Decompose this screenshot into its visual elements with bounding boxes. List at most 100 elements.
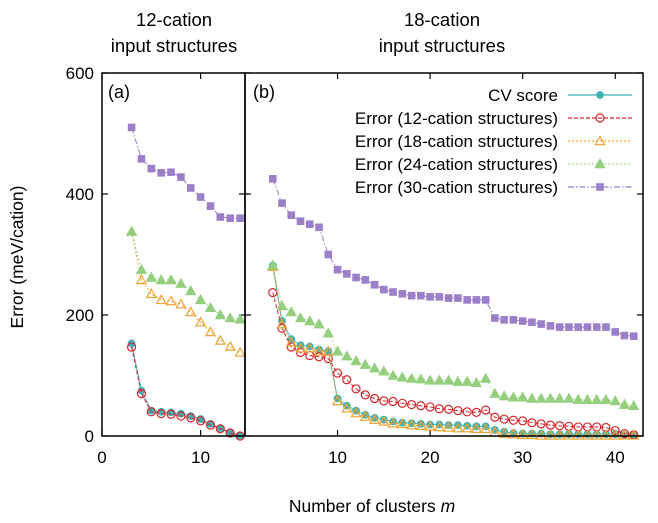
panel-a-point — [234, 346, 246, 357]
panel-b-point — [452, 422, 464, 433]
panel-b-point — [526, 428, 538, 440]
panel-b-point — [629, 332, 638, 340]
panel-b-xtick-label: 30 — [513, 448, 532, 467]
panel-b-point — [444, 294, 453, 302]
panel-b-point — [618, 398, 631, 409]
panel-b-point — [360, 390, 370, 400]
panel-a-series-line — [131, 231, 241, 320]
panel-b-point — [470, 422, 483, 434]
panel-a-point — [215, 424, 225, 434]
panel-a-point — [216, 213, 225, 221]
panel-b-point — [528, 318, 536, 327]
panel-b-label: (b) — [253, 82, 275, 102]
legend-label: Error (18-cation structures) — [355, 132, 558, 151]
panel-a-label: (a) — [108, 82, 130, 102]
panel-b-point — [602, 323, 610, 331]
panel-a-xtick-label: 10 — [191, 448, 210, 467]
panel-b-point — [434, 404, 444, 414]
panel-b-point — [546, 322, 555, 330]
panel-b-point — [527, 418, 537, 428]
panel-b-point — [544, 392, 557, 403]
panel-a-point — [196, 416, 206, 426]
panel-b-point — [424, 420, 436, 431]
panel-b-point — [463, 296, 471, 304]
panel-b-point — [444, 404, 454, 414]
panel-b: 10 20 30 40 (b) CV score Error (12-cation st… — [244, 72, 644, 467]
panel-b-point — [536, 419, 546, 429]
panel-b-point — [350, 407, 362, 418]
panel-a-xtick-label: 0 — [97, 448, 106, 467]
panel-b-point — [453, 405, 463, 416]
panel-b-xtick-label: 20 — [421, 448, 440, 467]
panel-b-point — [565, 323, 573, 331]
panel-b-series-e24 — [267, 259, 640, 411]
panel-a-point — [145, 271, 157, 282]
panel-b-point — [322, 345, 334, 356]
panel-b-point — [378, 415, 390, 426]
panel-a-point — [234, 313, 246, 324]
panel-b-point — [554, 429, 566, 440]
legend: CV score Error (12-cation structures) Erro… — [355, 86, 632, 197]
legend-label: Error (12-cation structures) — [355, 109, 558, 128]
panel-b-point — [359, 358, 371, 369]
panel-a-series-e24 — [125, 225, 246, 324]
panel-b-point — [369, 393, 380, 404]
panel-b-point — [396, 371, 408, 382]
panel-b-series-e30 — [268, 175, 638, 340]
panel-b-point — [342, 375, 352, 385]
panel-b-point — [618, 429, 631, 440]
panel-b-point — [500, 316, 508, 324]
panel-b-point — [417, 291, 425, 300]
panel-b-header-line1: 18-cation — [404, 9, 480, 30]
panel-b-point — [433, 421, 445, 432]
panel-b-point — [572, 393, 584, 404]
panel-b-point — [481, 405, 491, 415]
panel-a-point — [126, 342, 137, 352]
panel-b-point — [313, 318, 325, 329]
panel-a-point — [155, 294, 167, 305]
panel-a-header-line1: 12-cation — [136, 9, 212, 30]
panel-a-point — [147, 164, 156, 173]
panel-b-series-e12 — [268, 288, 639, 440]
panel-b-point — [507, 391, 520, 402]
panel-a-point — [224, 340, 236, 351]
panel-b-point — [396, 418, 408, 429]
panel-b-point — [537, 320, 545, 328]
panel-b-point — [294, 312, 307, 323]
legend-marker — [595, 113, 605, 123]
panel-b-point — [620, 331, 629, 340]
panel-b-point — [498, 390, 510, 401]
panel-b-point — [518, 416, 528, 426]
panel-b-point — [517, 428, 529, 440]
panel-b-point — [276, 318, 288, 329]
panel-b-point — [324, 250, 333, 259]
panel-b-xtick-label: 40 — [606, 448, 625, 467]
panel-b-point — [405, 372, 418, 383]
panel-b-point — [507, 428, 520, 439]
panel-a-point — [175, 277, 187, 288]
panel-b-point — [563, 392, 575, 403]
panel-b-point — [407, 399, 417, 410]
panel-b-point — [361, 276, 370, 284]
panel-b-point — [443, 374, 455, 385]
panel-b-point — [322, 327, 334, 338]
panel-b-point — [600, 393, 612, 404]
panel-a-series-e30 — [127, 123, 244, 222]
panel-b-point — [407, 291, 416, 300]
panel-b-point — [574, 323, 583, 331]
panel-b-point — [331, 395, 344, 406]
panel-b-point — [443, 421, 455, 432]
panel-b-point — [424, 374, 436, 385]
legend-item-e30: Error (30-cation structures) — [355, 178, 632, 197]
panel-b-point — [389, 288, 397, 296]
x-axis-label-prefix: Number of clusters — [289, 496, 441, 516]
panel-b-point — [285, 336, 297, 347]
panel-a-point — [135, 263, 148, 274]
panel-a-point — [186, 413, 196, 423]
panel-a-point — [206, 202, 215, 210]
panel-a-ytick-label: 0 — [85, 427, 94, 446]
panel-b-point — [609, 395, 621, 406]
panel-b-point — [387, 417, 399, 428]
